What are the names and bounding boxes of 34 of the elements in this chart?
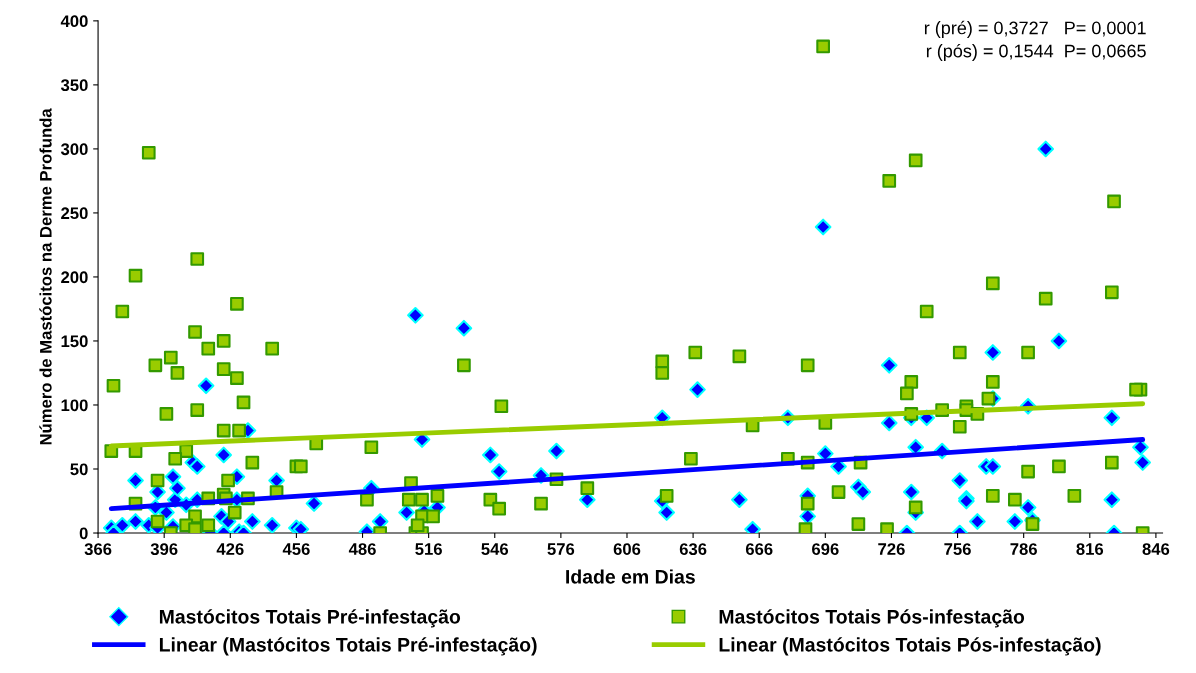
- x-axis-title: Idade em Dias: [566, 569, 695, 584]
- x-tick-label: 546: [481, 543, 509, 555]
- y-tick-label: 200: [61, 271, 88, 284]
- x-tick-label: 426: [216, 543, 244, 555]
- x-tick-label: 786: [1010, 543, 1037, 555]
- y-tick-label: 350: [60, 79, 88, 92]
- x-tick-label: 396: [150, 543, 178, 555]
- x-tick-label: 636: [679, 543, 707, 555]
- legend-label: Linear (Mastócitos Totais Pré-infestação): [159, 637, 537, 656]
- y-tick-label: 300: [60, 143, 88, 156]
- x-tick-label: 606: [613, 543, 641, 555]
- x-tick-label: 516: [415, 543, 442, 555]
- x-tick-label: 816: [1076, 543, 1104, 555]
- annotation: r (pós) = 0,1544 P= 0,0665: [926, 43, 1146, 61]
- x-tick-label: 486: [348, 543, 376, 555]
- y-tick-label: 250: [61, 207, 88, 220]
- x-tick-label: 846: [1142, 543, 1170, 555]
- y-tick-label: 400: [60, 15, 88, 28]
- x-tick-label: 456: [282, 543, 310, 555]
- y-tick-label: 100: [61, 399, 88, 412]
- legend-label: Mastócitos Totais Pós-infestação: [719, 609, 1025, 628]
- legend-label: Mastócitos Totais Pré-infestação: [159, 609, 461, 628]
- y-tick-label: 50: [70, 463, 88, 476]
- x-tick-label: 756: [944, 543, 971, 555]
- legend-label: Linear (Mastócitos Totais Pós-infestação): [719, 637, 1101, 656]
- y-axis-title: Número de Mastócitos na Derme Profunda: [39, 108, 52, 445]
- y-tick-label: 150: [61, 335, 88, 348]
- y-tick-label: 0: [79, 527, 88, 540]
- annotation: r (pré) = 0,3727 P= 0,0001: [924, 20, 1146, 38]
- x-tick-label: 696: [812, 543, 839, 555]
- x-tick-label: 666: [745, 543, 773, 555]
- x-tick-label: 726: [878, 543, 905, 555]
- x-tick-label: 576: [547, 543, 575, 555]
- x-tick-label: 366: [84, 543, 112, 555]
